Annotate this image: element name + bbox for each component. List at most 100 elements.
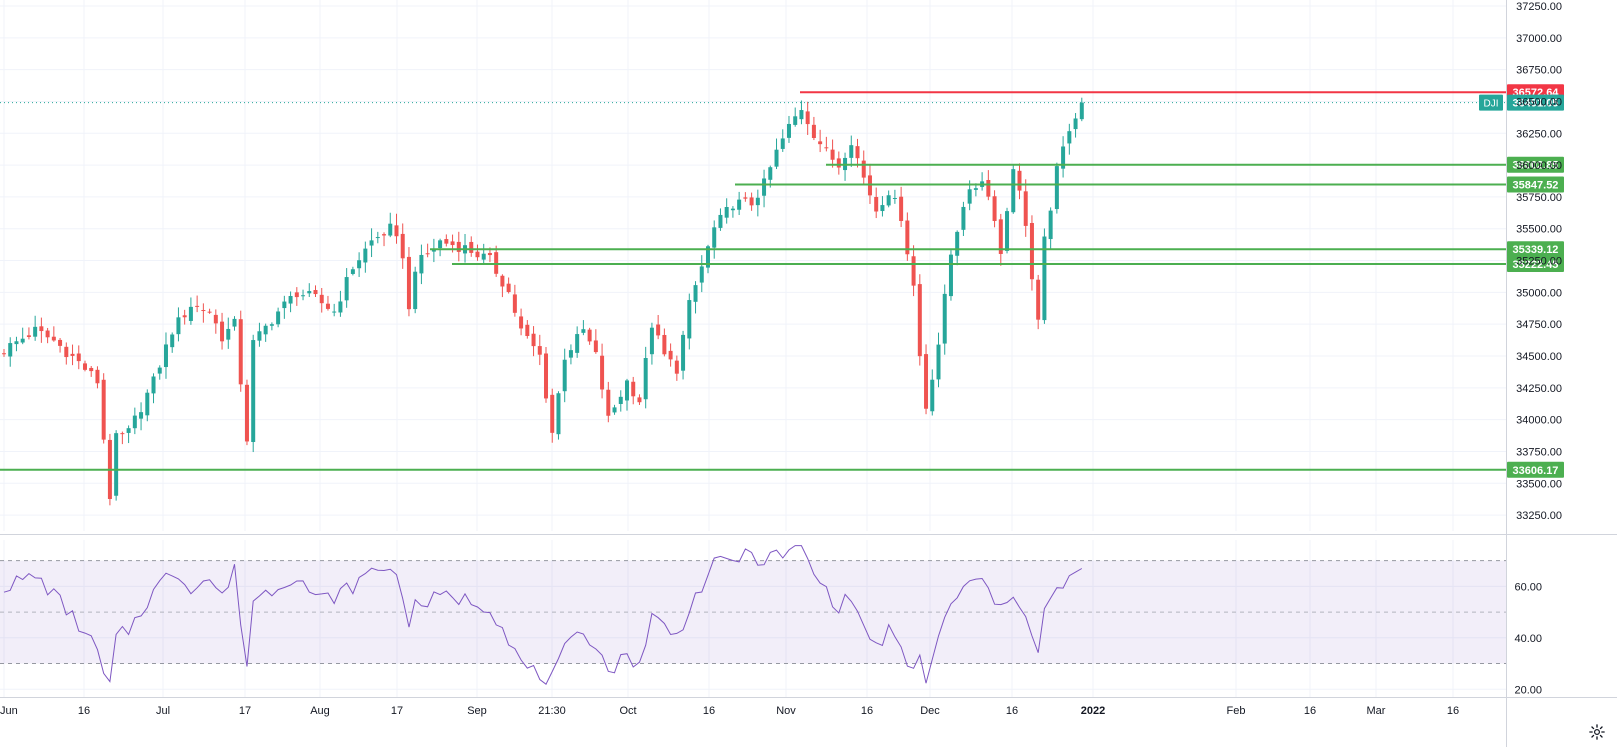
candle[interactable]: [743, 192, 748, 202]
candle[interactable]: [786, 115, 791, 143]
candle[interactable]: [737, 191, 742, 216]
candle[interactable]: [818, 129, 823, 153]
candle[interactable]: [157, 365, 162, 380]
candle[interactable]: [849, 135, 854, 167]
candle[interactable]: [880, 196, 885, 217]
candle[interactable]: [20, 327, 25, 345]
candle[interactable]: [431, 238, 436, 263]
candle[interactable]: [51, 326, 56, 342]
candle[interactable]: [1073, 113, 1078, 138]
candle[interactable]: [2, 349, 6, 357]
candle[interactable]: [288, 291, 293, 313]
candle[interactable]: [207, 308, 212, 314]
candle[interactable]: [1042, 228, 1047, 324]
candle[interactable]: [182, 309, 187, 325]
candle[interactable]: [500, 274, 505, 298]
candle[interactable]: [525, 320, 530, 339]
candle[interactable]: [338, 290, 343, 317]
candle[interactable]: [132, 407, 137, 435]
candle[interactable]: [444, 234, 449, 247]
candle[interactable]: [188, 297, 193, 325]
candle[interactable]: [419, 244, 424, 285]
candle[interactable]: [668, 343, 673, 367]
candle[interactable]: [350, 266, 355, 276]
candle[interactable]: [780, 129, 785, 152]
candle[interactable]: [587, 327, 592, 345]
candle[interactable]: [1067, 123, 1072, 155]
candle[interactable]: [805, 101, 810, 135]
candle[interactable]: [612, 404, 617, 415]
candle[interactable]: [220, 312, 225, 350]
candle[interactable]: [425, 243, 430, 258]
candle[interactable]: [276, 307, 281, 328]
candle[interactable]: [456, 231, 461, 262]
candle[interactable]: [755, 189, 760, 217]
candle[interactable]: [718, 208, 723, 231]
candle[interactable]: [674, 355, 679, 381]
candle[interactable]: [388, 212, 393, 238]
candle[interactable]: [195, 295, 200, 313]
candle[interactable]: [413, 266, 418, 314]
candle[interactable]: [475, 244, 480, 261]
candle[interactable]: [519, 308, 524, 336]
candle[interactable]: [232, 316, 237, 331]
candle[interactable]: [930, 369, 935, 416]
candle[interactable]: [568, 344, 573, 365]
candle[interactable]: [332, 303, 337, 317]
candle[interactable]: [33, 315, 38, 341]
candle[interactable]: [301, 289, 306, 301]
candle[interactable]: [618, 390, 623, 412]
candle[interactable]: [712, 220, 717, 259]
candle[interactable]: [936, 332, 941, 388]
candle[interactable]: [593, 329, 598, 354]
candle[interactable]: [811, 116, 816, 141]
candle[interactable]: [836, 151, 841, 175]
candle[interactable]: [886, 190, 891, 208]
candle[interactable]: [76, 345, 81, 370]
candle[interactable]: [70, 344, 75, 366]
settings-gear-button[interactable]: [1585, 721, 1609, 743]
candle[interactable]: [1061, 136, 1066, 178]
candle[interactable]: [1079, 97, 1084, 122]
candle[interactable]: [855, 138, 860, 168]
candle[interactable]: [724, 198, 729, 224]
candle[interactable]: [494, 245, 499, 277]
candle[interactable]: [662, 328, 667, 357]
candle[interactable]: [911, 245, 916, 297]
candle[interactable]: [556, 391, 561, 440]
candle[interactable]: [163, 332, 168, 379]
candle[interactable]: [145, 389, 150, 422]
candle[interactable]: [506, 277, 511, 294]
candle[interactable]: [201, 303, 206, 323]
candle[interactable]: [1036, 274, 1041, 330]
candle[interactable]: [469, 236, 474, 257]
candle[interactable]: [899, 186, 904, 228]
candle[interactable]: [114, 430, 119, 501]
candle[interactable]: [244, 379, 249, 446]
candle[interactable]: [294, 287, 299, 306]
candle[interactable]: [693, 281, 698, 314]
candle[interactable]: [95, 366, 100, 389]
candle[interactable]: [643, 346, 648, 409]
candle[interactable]: [905, 212, 910, 261]
candle[interactable]: [357, 252, 362, 277]
candle[interactable]: [600, 343, 605, 399]
candle[interactable]: [263, 323, 268, 342]
candle[interactable]: [917, 274, 922, 366]
candle[interactable]: [1048, 207, 1053, 250]
candle[interactable]: [151, 373, 156, 404]
candle[interactable]: [1017, 163, 1022, 200]
candle[interactable]: [793, 107, 798, 127]
candle[interactable]: [942, 284, 947, 355]
candle[interactable]: [924, 344, 929, 415]
candle[interactable]: [269, 322, 274, 331]
candle[interactable]: [961, 201, 966, 236]
candle[interactable]: [861, 150, 866, 184]
candle[interactable]: [126, 425, 131, 444]
candle[interactable]: [170, 332, 175, 353]
candle[interactable]: [1029, 215, 1034, 291]
candle[interactable]: [8, 337, 13, 367]
candle[interactable]: [681, 330, 686, 380]
